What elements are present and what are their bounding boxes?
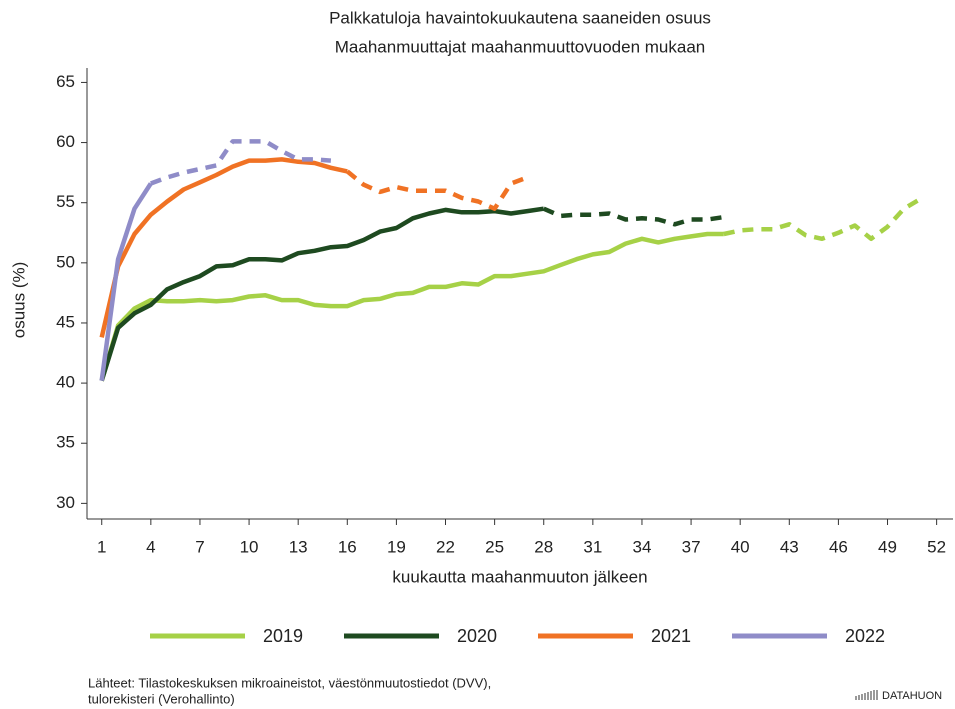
legend-label: 2022 <box>845 626 885 646</box>
y-tick-label: 65 <box>56 72 75 91</box>
x-axis-label: kuukautta maahanmuuton jälkeen <box>392 567 647 586</box>
y-tick-label: 60 <box>56 132 75 151</box>
chart-title: Palkkatuloja havaintokuukautena saaneide… <box>329 8 711 27</box>
series-line <box>723 197 922 242</box>
series-line <box>99 206 545 382</box>
y-tick-label: 55 <box>56 192 75 211</box>
chart-subtitle: Maahanmuuttajat maahanmuuttovuoden mukaa… <box>335 37 705 56</box>
series-line <box>345 169 529 211</box>
x-tick-label: 28 <box>534 537 553 556</box>
y-tick-label: 50 <box>56 252 75 271</box>
series-line <box>99 157 348 338</box>
source-note: Lähteet: Tilastokeskuksen mikroaineistot… <box>88 675 491 690</box>
series-line <box>99 231 724 382</box>
legend-label: 2020 <box>457 626 497 646</box>
y-tick-label: 45 <box>56 312 75 331</box>
series-line <box>542 206 725 227</box>
x-tick-label: 22 <box>436 537 455 556</box>
x-tick-label: 52 <box>927 537 946 556</box>
series-line <box>99 182 153 382</box>
x-tick-label: 10 <box>240 537 259 556</box>
y-tick-label: 30 <box>56 493 75 512</box>
y-tick-label: 35 <box>56 433 75 452</box>
x-tick-label: 13 <box>289 537 308 556</box>
logo: DATAHUON <box>882 690 942 702</box>
y-tick-label: 40 <box>56 373 75 392</box>
y-axis-label: osuus (%) <box>9 262 28 339</box>
x-tick-label: 43 <box>780 537 799 556</box>
x-tick-label: 7 <box>195 537 204 556</box>
series-line <box>150 139 332 186</box>
x-tick-label: 25 <box>485 537 504 556</box>
logo-icon <box>855 690 878 700</box>
x-tick-label: 40 <box>731 537 750 556</box>
x-tick-label: 46 <box>829 537 848 556</box>
x-tick-label: 37 <box>682 537 701 556</box>
source-note: tulorekisteri (Verohallinto) <box>88 691 235 706</box>
x-tick-label: 49 <box>878 537 897 556</box>
legend-label: 2019 <box>263 626 303 646</box>
x-tick-label: 19 <box>387 537 406 556</box>
x-tick-label: 16 <box>338 537 357 556</box>
x-tick-label: 4 <box>146 537 155 556</box>
x-tick-label: 31 <box>583 537 602 556</box>
x-tick-label: 1 <box>97 537 106 556</box>
legend-label: 2021 <box>651 626 691 646</box>
x-tick-label: 34 <box>632 537 651 556</box>
